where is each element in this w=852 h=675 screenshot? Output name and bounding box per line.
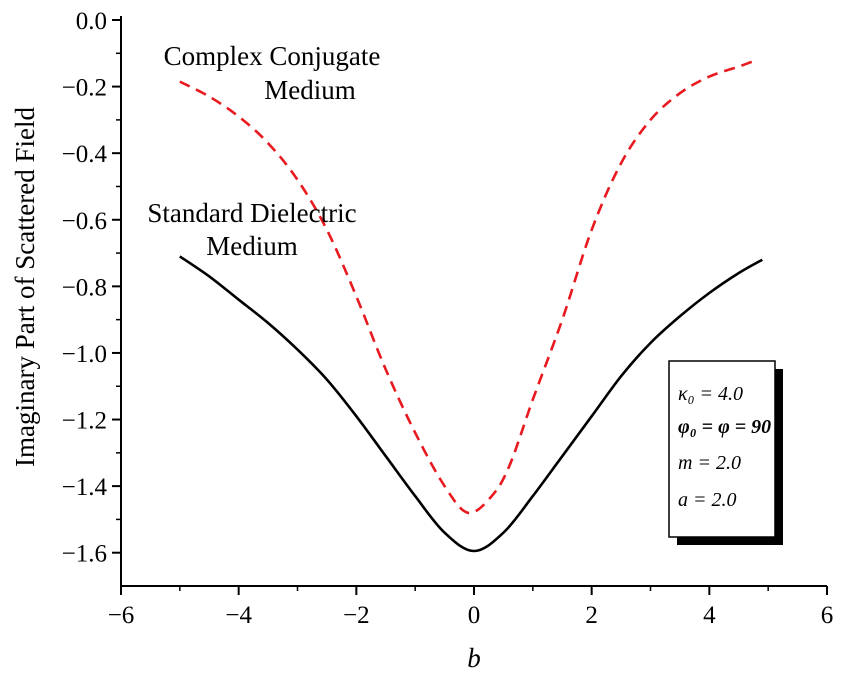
legend-box [668,360,776,538]
x-tick-label: 2 [585,602,598,629]
x-tick-label: −4 [225,602,252,629]
standard-dielectric-label: Standard Dielectric [147,198,356,228]
y-tick-label: −0.2 [62,75,107,102]
legend-entry: a = 2.0 [678,489,737,511]
complex-conjugate-label: Medium [264,75,356,105]
legend: κ₀ = 4.0 φ₀ = φ = 90 m = 2.0 a = 2.0 [668,360,783,545]
legend-entry: κ₀ = 4.0 [678,383,743,405]
y-tick-label: −0.8 [62,274,107,301]
y-tick-label: −1.4 [62,474,108,501]
y-tick-label: −1.0 [62,341,107,368]
y-tick-label: −1.2 [62,408,107,435]
legend-entry: m = 2.0 [678,452,741,474]
y-tick-label: −1.6 [62,541,107,568]
series-group [179,58,763,553]
series-line-standard-dielectric [179,255,763,553]
x-axis-title: b [467,643,481,673]
complex-conjugate-label: Complex Conjugate [164,41,381,71]
y-tick-label: 0.0 [76,8,107,35]
x-tick-label: −2 [343,602,370,629]
y-tick-label: −0.6 [62,208,107,235]
legend-entry: φ₀ = φ = 90 [678,416,771,438]
y-axis-title: Imaginary Part of Scattered Field [10,107,40,467]
x-tick-label: 6 [821,602,834,629]
x-tick-label: 4 [703,602,716,629]
standard-dielectric-label: Medium [206,231,298,261]
x-tick-label: −6 [108,602,135,629]
ticks: −6 −4 −2 0 2 4 6 0.0 −0.2 −0.4 −0.6 −0.8 −1.0 −1.2 −1.… [62,8,834,629]
y-tick-label: −0.4 [62,141,108,168]
x-tick-label: 0 [468,602,481,629]
